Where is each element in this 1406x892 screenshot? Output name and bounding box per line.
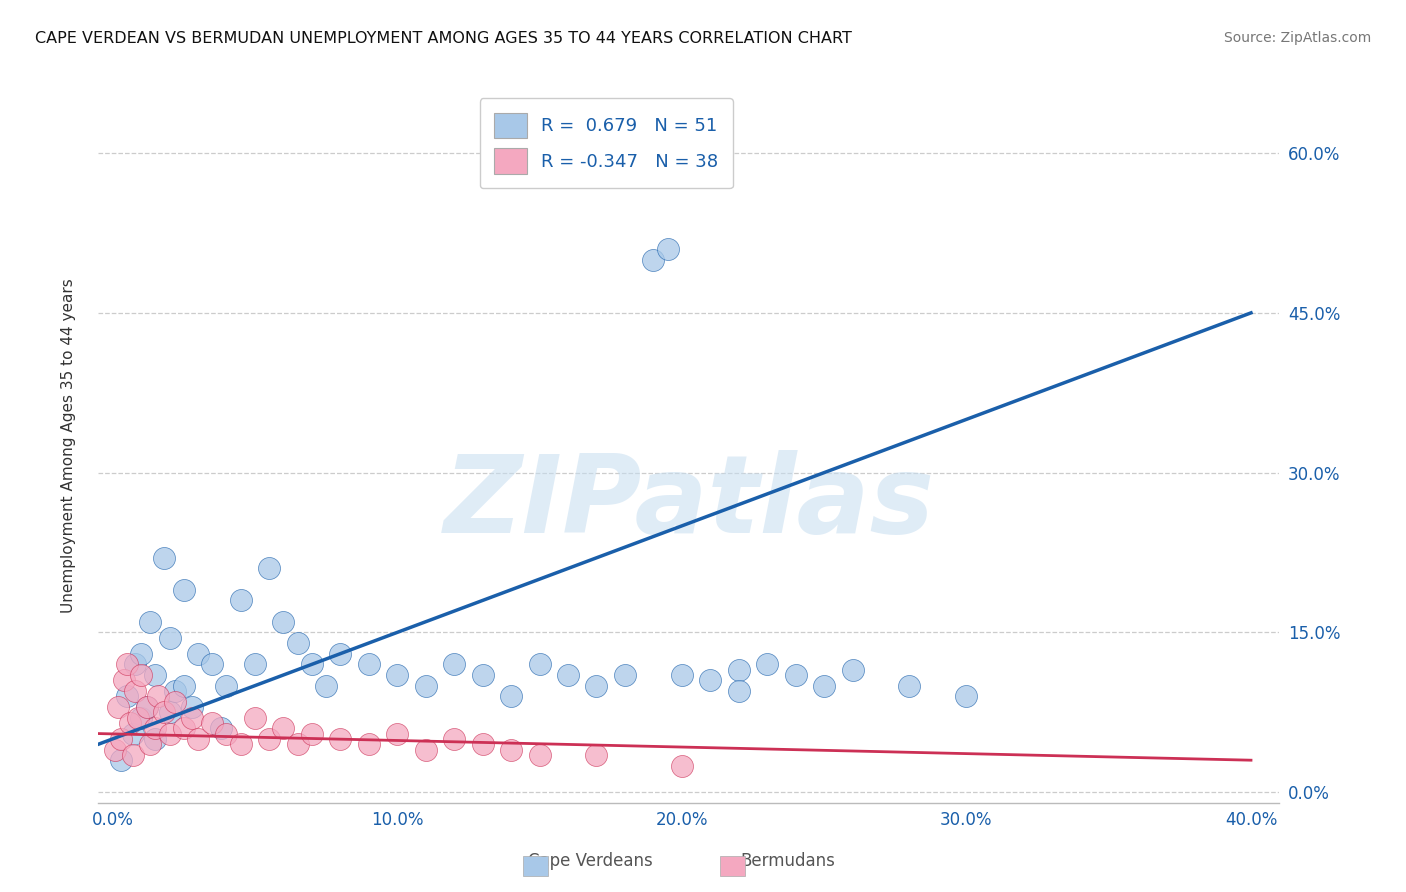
Point bbox=[148, 690, 170, 704]
Point bbox=[104, 742, 127, 756]
Point bbox=[201, 657, 224, 672]
Point bbox=[273, 721, 295, 735]
Point bbox=[135, 700, 157, 714]
Point bbox=[209, 721, 232, 735]
Point bbox=[215, 726, 238, 740]
Point bbox=[585, 747, 607, 762]
Point bbox=[110, 753, 132, 767]
Point bbox=[813, 679, 835, 693]
Point bbox=[287, 636, 309, 650]
Point bbox=[153, 550, 176, 565]
Point bbox=[243, 657, 266, 672]
Point bbox=[143, 668, 166, 682]
Point bbox=[159, 706, 181, 720]
Text: Source: ZipAtlas.com: Source: ZipAtlas.com bbox=[1223, 31, 1371, 45]
Point bbox=[756, 657, 779, 672]
Point bbox=[135, 700, 157, 714]
Point bbox=[643, 252, 665, 267]
Point bbox=[415, 679, 437, 693]
Point bbox=[138, 737, 160, 751]
Point bbox=[159, 726, 181, 740]
Y-axis label: Unemployment Among Ages 35 to 44 years: Unemployment Among Ages 35 to 44 years bbox=[62, 278, 76, 614]
Point bbox=[415, 742, 437, 756]
Point bbox=[187, 731, 209, 746]
Point bbox=[357, 737, 380, 751]
Point bbox=[699, 673, 721, 688]
Point bbox=[657, 242, 679, 256]
Point bbox=[153, 706, 176, 720]
Point bbox=[121, 747, 143, 762]
Point bbox=[301, 657, 323, 672]
Point bbox=[201, 715, 224, 730]
Point bbox=[112, 673, 135, 688]
Point bbox=[115, 690, 138, 704]
Point bbox=[159, 631, 181, 645]
Text: CAPE VERDEAN VS BERMUDAN UNEMPLOYMENT AMONG AGES 35 TO 44 YEARS CORRELATION CHAR: CAPE VERDEAN VS BERMUDAN UNEMPLOYMENT AM… bbox=[35, 31, 852, 46]
Point bbox=[387, 726, 409, 740]
Point bbox=[121, 726, 143, 740]
Point bbox=[499, 742, 522, 756]
Point bbox=[727, 663, 749, 677]
Point bbox=[329, 731, 352, 746]
Point bbox=[955, 690, 977, 704]
Point bbox=[110, 731, 132, 746]
Point bbox=[785, 668, 807, 682]
Point bbox=[529, 747, 551, 762]
Point bbox=[529, 657, 551, 672]
Point bbox=[143, 721, 166, 735]
Point bbox=[898, 679, 921, 693]
Point bbox=[257, 731, 280, 746]
Point bbox=[187, 647, 209, 661]
Point bbox=[329, 647, 352, 661]
Point bbox=[129, 668, 152, 682]
Point bbox=[387, 668, 409, 682]
Point bbox=[243, 710, 266, 724]
Point bbox=[585, 679, 607, 693]
Point bbox=[499, 690, 522, 704]
Point bbox=[165, 684, 187, 698]
Point bbox=[115, 657, 138, 672]
Text: ZIPatlas: ZIPatlas bbox=[443, 450, 935, 556]
Point bbox=[124, 684, 146, 698]
Point bbox=[287, 737, 309, 751]
Text: Cape Verdeans: Cape Verdeans bbox=[529, 852, 652, 870]
Point bbox=[173, 721, 195, 735]
Point bbox=[557, 668, 579, 682]
Point bbox=[613, 668, 636, 682]
Point bbox=[138, 615, 160, 629]
Point bbox=[173, 582, 195, 597]
Point bbox=[257, 561, 280, 575]
Point bbox=[118, 715, 141, 730]
Legend: R =  0.679   N = 51, R = -0.347   N = 38: R = 0.679 N = 51, R = -0.347 N = 38 bbox=[479, 98, 733, 188]
Point bbox=[273, 615, 295, 629]
Point bbox=[215, 679, 238, 693]
Point bbox=[315, 679, 337, 693]
Text: Bermudans: Bermudans bbox=[740, 852, 835, 870]
Point bbox=[181, 700, 204, 714]
Point bbox=[143, 731, 166, 746]
Point bbox=[671, 758, 693, 772]
Point bbox=[357, 657, 380, 672]
Point bbox=[124, 657, 146, 672]
Point bbox=[471, 737, 494, 751]
Point bbox=[841, 663, 863, 677]
Point bbox=[129, 647, 152, 661]
Point bbox=[129, 710, 152, 724]
Point bbox=[443, 657, 465, 672]
Point bbox=[229, 737, 252, 751]
Point bbox=[107, 700, 129, 714]
Point bbox=[727, 684, 749, 698]
Point bbox=[165, 695, 187, 709]
Point bbox=[173, 679, 195, 693]
Point bbox=[229, 593, 252, 607]
Point bbox=[127, 710, 149, 724]
Point bbox=[181, 710, 204, 724]
Point bbox=[671, 668, 693, 682]
Point bbox=[471, 668, 494, 682]
Point bbox=[443, 731, 465, 746]
Point bbox=[301, 726, 323, 740]
